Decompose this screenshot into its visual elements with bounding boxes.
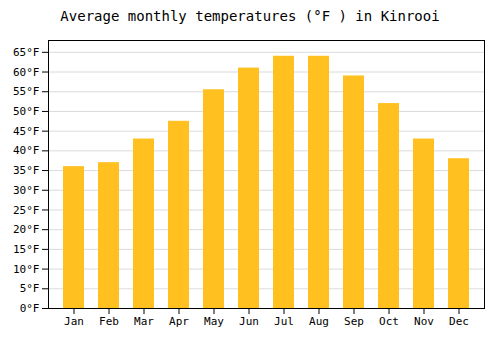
svg-text:Nov: Nov	[414, 315, 434, 328]
svg-text:20°F: 20°F	[13, 223, 40, 236]
svg-text:55°F: 55°F	[13, 85, 40, 98]
svg-text:Mar: Mar	[134, 315, 154, 328]
svg-text:Jul: Jul	[274, 315, 294, 328]
svg-text:Aug: Aug	[309, 315, 329, 328]
svg-text:15°F: 15°F	[13, 243, 40, 256]
svg-text:Dec: Dec	[449, 315, 469, 328]
html-text:Average monthly temperatures (: Average monthly temperatures (°F ) in Ki…	[60, 8, 440, 24]
svg-text:Jun: Jun	[239, 315, 259, 328]
svg-text:50°F: 50°F	[13, 105, 40, 118]
svg-text:0°F: 0°F	[20, 302, 40, 315]
svg-text:30°F: 30°F	[13, 184, 40, 197]
svg-text:10°F: 10°F	[13, 263, 40, 276]
svg-text:65°F: 65°F	[13, 46, 40, 59]
svg-text:Oct: Oct	[379, 315, 399, 328]
svg-text:Feb: Feb	[99, 315, 119, 328]
svg-text:25°F: 25°F	[13, 203, 40, 216]
svg-text:5°F: 5°F	[20, 282, 40, 295]
svg-text:Jan: Jan	[64, 315, 84, 328]
svg-text:Apr: Apr	[169, 315, 189, 328]
svg-text:45°F: 45°F	[13, 125, 40, 138]
svg-text:40°F: 40°F	[13, 144, 40, 157]
svg-text:Sep: Sep	[344, 315, 364, 328]
svg-text:May: May	[204, 315, 224, 328]
svg-text:35°F: 35°F	[13, 164, 40, 177]
svg-text:60°F: 60°F	[13, 66, 40, 79]
